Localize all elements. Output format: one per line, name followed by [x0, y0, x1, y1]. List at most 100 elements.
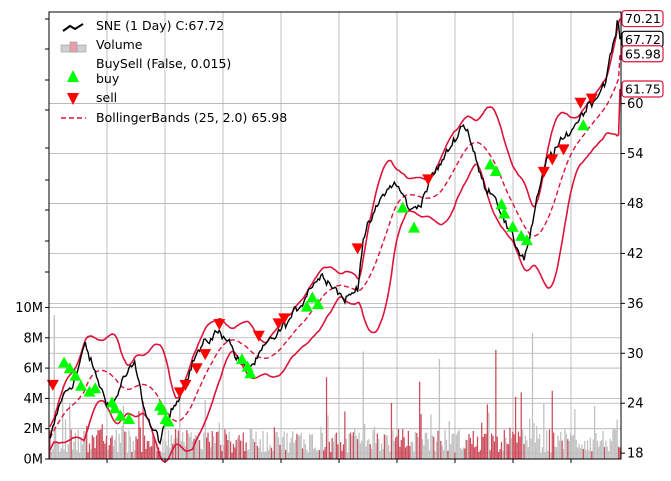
price-tag-box: [621, 45, 664, 63]
volume-bar: [557, 435, 559, 459]
volume-bar: [184, 446, 187, 459]
volume-bar: [359, 443, 362, 459]
buy-marker: [123, 413, 136, 425]
volume-bar: [338, 432, 340, 459]
volume-bar: [59, 451, 61, 459]
volume-bar: [167, 430, 170, 459]
bollinger-mid: [49, 53, 621, 439]
volume-bar: [465, 439, 467, 459]
buy-marker: [114, 409, 127, 421]
volume-bar: [86, 425, 88, 459]
volume-bar: [260, 452, 263, 459]
volume-tick-label: 8M: [24, 331, 44, 346]
volume-bar: [403, 437, 405, 459]
buy-marker: [306, 291, 319, 303]
volume-bar: [531, 333, 534, 459]
volume-bar: [239, 440, 242, 459]
volume-bar: [568, 440, 570, 459]
volume-bar: [483, 434, 486, 459]
volume-bar: [259, 439, 261, 459]
volume-bar: [574, 408, 576, 459]
close-price-line: [49, 20, 621, 446]
volume-bar: [356, 439, 359, 459]
volume-bar: [437, 430, 439, 459]
volume-bar: [238, 435, 240, 459]
sell-marker: [278, 313, 291, 325]
volume-bar: [431, 435, 433, 459]
volume-bar: [204, 399, 206, 459]
volume-bar: [510, 438, 512, 459]
volume-bar: [155, 445, 157, 459]
buy-marker: [58, 356, 71, 368]
volume-bar: [337, 444, 339, 459]
volume-bar: [399, 446, 401, 459]
sell-marker: [557, 144, 570, 156]
volume-bar: [50, 451, 53, 459]
volume-bar: [363, 423, 366, 459]
volume-bar: [279, 444, 281, 459]
volume-bar: [565, 433, 568, 459]
volume-bar: [492, 435, 494, 459]
volume-bar: [95, 435, 98, 459]
volume-bar: [225, 434, 227, 459]
volume-bar: [273, 427, 275, 459]
bollinger-upper: [49, 18, 621, 428]
volume-bar: [596, 440, 599, 459]
legend-label: buy: [96, 71, 120, 86]
volume-bar: [251, 429, 253, 459]
volume-bar: [197, 433, 199, 459]
volume-bar: [519, 436, 521, 459]
volume-bar: [91, 435, 93, 459]
volume-bar: [424, 432, 426, 459]
volume-bar: [172, 443, 174, 459]
volume-bar: [562, 449, 565, 459]
volume-bar: [166, 445, 168, 459]
volume-bar: [393, 441, 395, 459]
volume-bar: [461, 449, 463, 459]
volume-bar: [584, 440, 586, 459]
volume-bar: [588, 450, 590, 459]
volume-bar: [613, 429, 615, 459]
volume-bar: [83, 430, 85, 459]
volume-bar: [554, 446, 556, 459]
volume-bar: [527, 446, 529, 459]
volume-bar: [376, 433, 378, 459]
buy-marker: [75, 379, 88, 391]
volume-bar: [598, 446, 600, 459]
buy-marker: [396, 201, 409, 213]
volume-bar: [149, 447, 151, 459]
volume-bar: [404, 447, 407, 459]
buy-marker: [484, 158, 497, 170]
volume-bar: [471, 443, 473, 459]
volume-bar: [241, 440, 243, 459]
volume-bar: [77, 429, 79, 459]
volume-bar: [406, 445, 408, 459]
volume-bar: [190, 432, 192, 459]
volume-bar: [63, 449, 65, 459]
volume-bar: [610, 441, 613, 459]
volume-bar: [578, 443, 580, 459]
volume-bar: [304, 443, 307, 459]
volume-bar: [509, 427, 511, 459]
volume-bar: [265, 451, 267, 459]
volume-bar: [592, 439, 594, 459]
volume-bar: [73, 441, 75, 459]
volume-bar: [478, 451, 480, 459]
volume-bar: [98, 430, 101, 459]
volume-bar: [272, 450, 274, 459]
volume-bar: [387, 445, 390, 459]
volume-bar: [495, 349, 497, 459]
volume-bar: [138, 411, 140, 459]
legend-label: BollingerBands (25, 2.0) 65.98: [96, 110, 287, 125]
volume-bar: [444, 429, 446, 459]
volume-bar: [119, 442, 122, 459]
volume-bar: [321, 432, 323, 459]
sell-marker: [173, 387, 186, 399]
volume-bar: [589, 437, 592, 459]
volume-bar: [208, 441, 211, 459]
volume-bar: [286, 432, 288, 459]
volume-bar: [198, 440, 201, 459]
volume-bar: [410, 442, 412, 459]
volume-bar: [142, 401, 144, 459]
volume-bar: [451, 433, 453, 459]
